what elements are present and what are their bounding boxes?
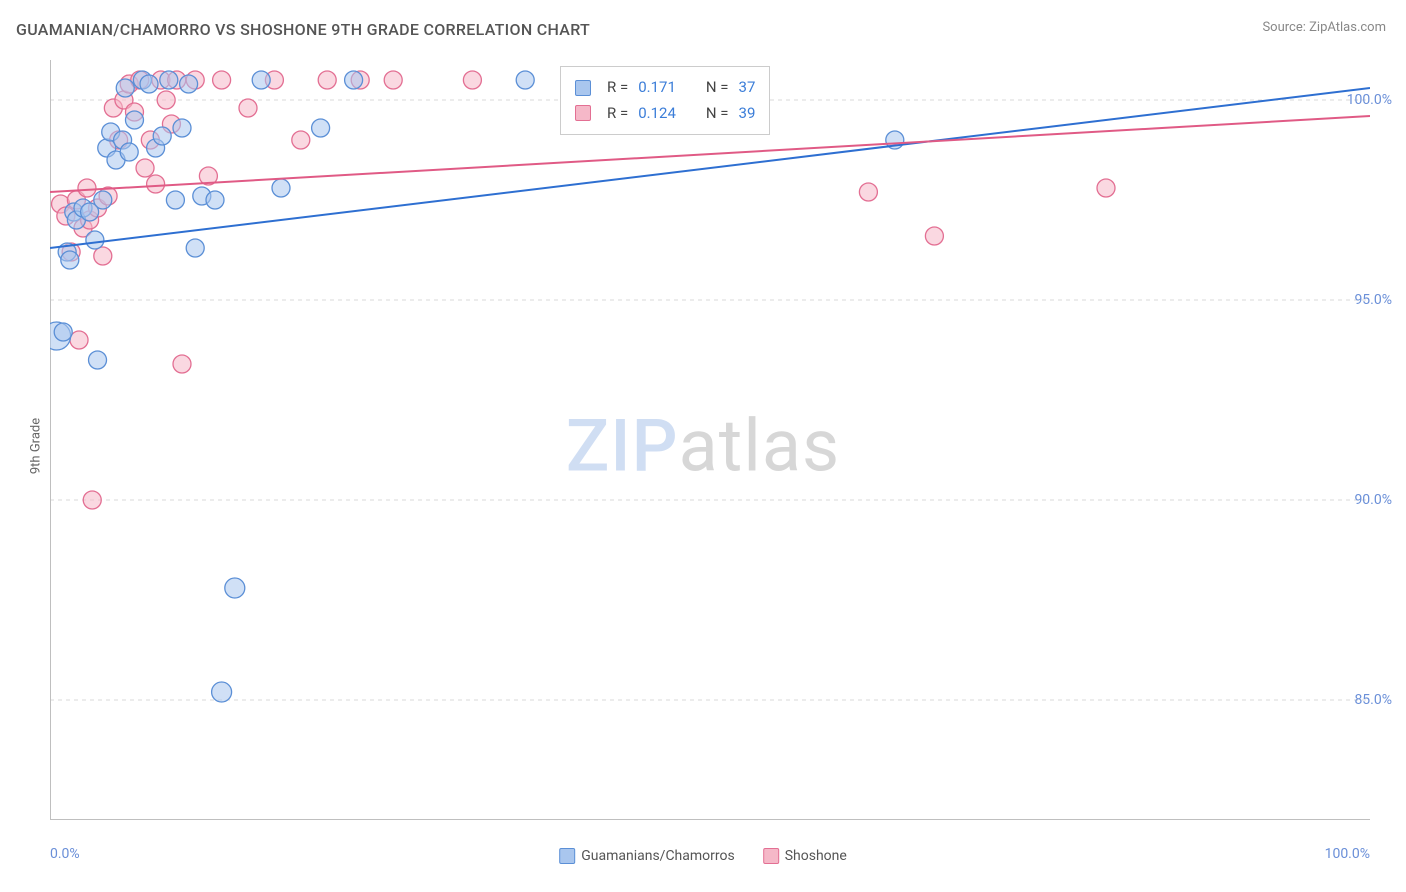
scatter-point: [173, 119, 191, 137]
n-value: 37: [739, 75, 756, 101]
scatter-point: [116, 79, 134, 97]
scatter-point: [186, 239, 204, 257]
r-value: 0.171: [638, 75, 676, 101]
chart-title: GUAMANIAN/CHAMORRO VS SHOSHONE 9TH GRADE…: [16, 20, 590, 39]
r-label: R =: [607, 101, 628, 127]
legend-label: Shoshone: [785, 848, 847, 864]
r-value: 0.124: [638, 101, 676, 127]
scatter-point: [516, 71, 534, 89]
legend-swatch: [559, 848, 575, 864]
scatter-point: [120, 143, 138, 161]
scatter-point: [61, 251, 79, 269]
scatter-point: [1097, 179, 1115, 197]
legend-swatch: [763, 848, 779, 864]
stats-row: R = 0.124 N = 39: [575, 101, 755, 127]
legend-swatch: [575, 105, 591, 121]
scatter-point: [94, 247, 112, 265]
scatter-point: [925, 227, 943, 245]
y-axis-label: 9th Grade: [29, 418, 44, 474]
scatter-point: [125, 111, 143, 129]
scatter-point: [345, 71, 363, 89]
scatter-point: [384, 71, 402, 89]
scatter-point: [318, 71, 336, 89]
r-label: R =: [607, 75, 628, 101]
legend-item: Shoshone: [763, 848, 847, 864]
correlation-stats-box: R = 0.171 N = 37 R = 0.124 N = 39: [560, 66, 770, 135]
scatter-point: [180, 75, 198, 93]
scatter-point: [54, 323, 72, 341]
scatter-point: [272, 179, 290, 197]
legend-label: Guamanians/Chamorros: [581, 848, 735, 864]
scatter-point: [225, 578, 245, 598]
source-value: ZipAtlas.com: [1309, 20, 1386, 35]
scatter-point: [157, 91, 175, 109]
scatter-point: [239, 99, 257, 117]
scatter-point: [136, 159, 154, 177]
source-attribution: Source: ZipAtlas.com: [1262, 20, 1386, 35]
scatter-point: [94, 191, 112, 209]
n-label: N =: [706, 101, 729, 127]
scatter-point: [206, 191, 224, 209]
n-label: N =: [706, 75, 729, 101]
stats-row: R = 0.171 N = 37: [575, 75, 755, 101]
y-tick-label: 85.0%: [1354, 692, 1392, 708]
scatter-point: [173, 355, 191, 373]
scatter-point: [859, 183, 877, 201]
scatter-point: [213, 71, 231, 89]
x-tick-label: 100.0%: [1325, 846, 1370, 862]
scatter-point: [86, 231, 104, 249]
scatter-point: [147, 175, 165, 193]
scatter-point: [312, 119, 330, 137]
scatter-point: [153, 127, 171, 145]
y-tick-label: 90.0%: [1354, 492, 1392, 508]
scatter-point: [83, 491, 101, 509]
scatter-point: [463, 71, 481, 89]
n-value: 39: [739, 101, 756, 127]
x-tick-label: 0.0%: [50, 846, 80, 862]
bottom-legend: Guamanians/Chamorros Shoshone: [559, 848, 847, 864]
scatter-point: [89, 351, 107, 369]
legend-swatch: [575, 80, 591, 96]
scatter-point: [212, 682, 232, 702]
scatter-point: [166, 191, 184, 209]
scatter-point: [70, 331, 88, 349]
legend-item: Guamanians/Chamorros: [559, 848, 735, 864]
scatter-point: [78, 179, 96, 197]
scatter-point: [252, 71, 270, 89]
scatter-point: [140, 75, 158, 93]
scatter-plot: [50, 60, 1370, 820]
chart-container: GUAMANIAN/CHAMORRO VS SHOSHONE 9TH GRADE…: [0, 0, 1406, 892]
y-tick-label: 100.0%: [1347, 92, 1392, 108]
y-tick-label: 95.0%: [1354, 292, 1392, 308]
scatter-point: [292, 131, 310, 149]
scatter-point: [160, 71, 178, 89]
source-label: Source:: [1262, 20, 1305, 35]
